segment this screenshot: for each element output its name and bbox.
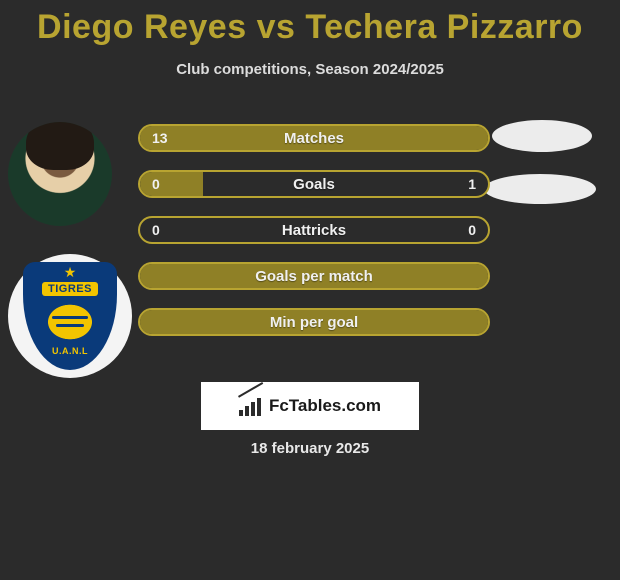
page-subtitle: Club competitions, Season 2024/2025: [0, 61, 620, 78]
brand-box: FcTables.com: [201, 382, 419, 430]
player-photo: [8, 122, 112, 226]
page-title: Diego Reyes vs Techera Pizzarro: [0, 0, 620, 47]
star-icon: ★: [64, 264, 77, 281]
club-name-bottom: U.A.N.L: [52, 346, 88, 356]
bar-label: Goals per match: [140, 264, 488, 288]
brand-chart-icon: [239, 396, 263, 416]
club-placeholder-icon: [484, 174, 596, 204]
stat-bar-goals: 01Goals: [138, 170, 490, 198]
bar-label: Matches: [140, 126, 488, 150]
tiger-icon: [42, 300, 98, 344]
brand-text: FcTables.com: [269, 396, 381, 416]
club-badge: ★ TIGRES U.A.N.L: [8, 254, 132, 378]
stat-bars: 13Matches 01Goals 00Hattricks Goals per mat…: [138, 124, 490, 354]
right-player-column: [484, 120, 602, 204]
club-shield-icon: ★ TIGRES U.A.N.L: [23, 262, 117, 370]
stat-bar-goals_per_match: Goals per match: [138, 262, 490, 290]
bar-label: Min per goal: [140, 310, 488, 334]
player-placeholder-icon: [492, 120, 592, 152]
date-text: 18 february 2025: [0, 440, 620, 457]
left-player-column: ★ TIGRES U.A.N.L: [8, 122, 120, 378]
stat-bar-min_per_goal: Min per goal: [138, 308, 490, 336]
stat-bar-matches: 13Matches: [138, 124, 490, 152]
bar-label: Goals: [140, 172, 488, 196]
bar-label: Hattricks: [140, 218, 488, 242]
stat-bar-hattricks: 00Hattricks: [138, 216, 490, 244]
club-name-top: TIGRES: [42, 282, 98, 296]
